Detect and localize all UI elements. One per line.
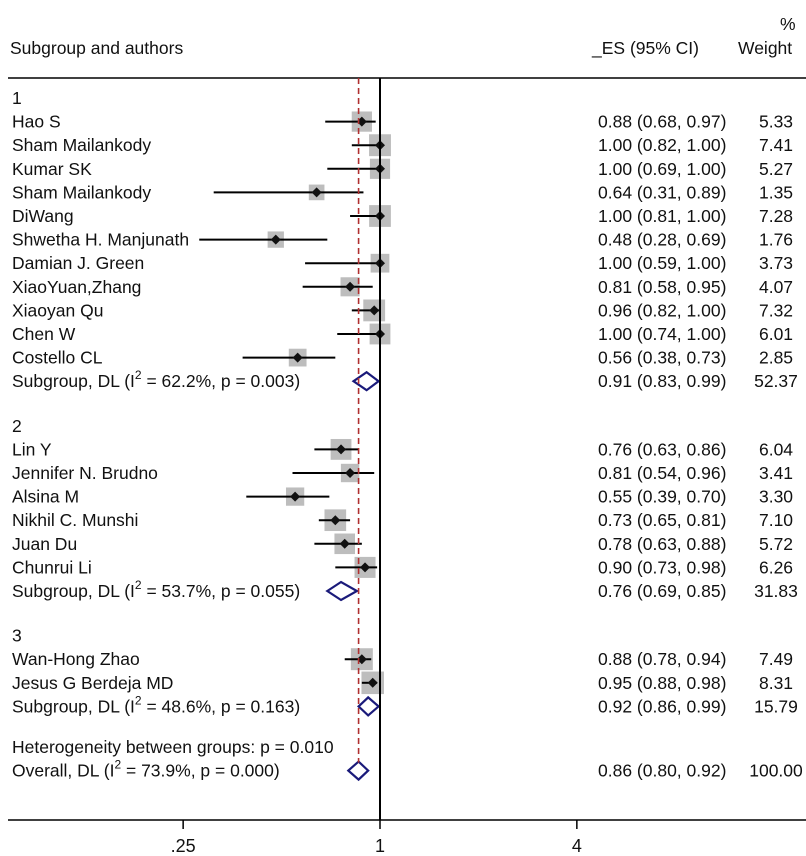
study-es-ci: 0.81 (0.54, 0.96) <box>598 463 726 483</box>
header-es-ci: _ES (95% CI) <box>591 38 699 59</box>
study-name: Costello CL <box>12 348 103 368</box>
x-tick-label: .25 <box>171 836 196 856</box>
study-name: Sham Mailankody <box>12 182 151 202</box>
point-estimate <box>270 234 281 245</box>
study-weight: 1.35 <box>759 182 793 202</box>
study-weight: 5.33 <box>759 112 793 132</box>
study-name: Nikhil C. Munshi <box>12 510 138 530</box>
study-weight: 6.26 <box>759 557 793 577</box>
header-percent: % <box>780 14 796 34</box>
study-name: Sham Mailankody <box>12 135 151 155</box>
study-name: DiWang <box>12 206 74 226</box>
group-label: 2 <box>12 416 22 436</box>
study-es-ci: 0.73 (0.65, 0.81) <box>598 510 726 530</box>
study-es-ci: 1.00 (0.82, 1.00) <box>598 135 726 155</box>
study-weight: 3.73 <box>759 253 793 273</box>
study-es-ci: 0.96 (0.82, 1.00) <box>598 300 726 320</box>
study-name: Chunrui Li <box>12 557 92 577</box>
study-weight: 5.72 <box>759 534 793 554</box>
subgroup-diamond <box>356 695 381 717</box>
study-weight: 3.41 <box>759 463 793 483</box>
study-weight: 4.07 <box>759 277 793 297</box>
study-weight: 7.28 <box>759 206 793 226</box>
subgroup-diamond <box>351 370 381 392</box>
point-estimate <box>339 538 350 549</box>
study-name: Xiaoyan Qu <box>12 300 103 320</box>
study-es-ci: 0.88 (0.78, 0.94) <box>598 649 726 669</box>
point-estimate <box>311 187 322 198</box>
study-es-ci: 0.48 (0.28, 0.69) <box>598 230 726 250</box>
subgroup-weight: 15.79 <box>754 696 798 716</box>
x-tick-label: 1 <box>375 836 385 856</box>
study-weight: 7.32 <box>759 300 793 320</box>
study-weight: 7.41 <box>759 135 793 155</box>
study-weight: 6.01 <box>759 324 793 344</box>
study-weight: 6.04 <box>759 439 793 459</box>
study-weight: 5.27 <box>759 159 793 179</box>
overall-weight: 100.00 <box>749 761 803 781</box>
subgroup-es-ci: 0.91 (0.83, 0.99) <box>598 371 726 391</box>
study-name: Alsina M <box>12 487 79 507</box>
subgroup-es-ci: 0.76 (0.69, 0.85) <box>598 581 726 601</box>
study-name: Chen W <box>12 324 76 344</box>
study-name: Juan Du <box>12 534 77 554</box>
point-estimate <box>336 444 347 455</box>
study-name: XiaoYuan,Zhang <box>12 277 141 297</box>
study-name: Jennifer N. Brudno <box>12 463 158 483</box>
study-es-ci: 0.76 (0.63, 0.86) <box>598 439 726 459</box>
subgroup-es-ci: 0.92 (0.86, 0.99) <box>598 696 726 716</box>
point-estimate <box>367 677 378 688</box>
header-subgroup-authors: Subgroup and authors <box>10 38 183 58</box>
subgroup-label: Subgroup, DL (I2 = 53.7%, p = 0.055) <box>12 578 300 601</box>
study-es-ci: 0.81 (0.58, 0.95) <box>598 277 726 297</box>
point-estimate <box>345 468 356 478</box>
subgroup-label: Subgroup, DL (I2 = 48.6%, p = 0.163) <box>12 693 300 716</box>
study-name: Jesus G Berdeja MD <box>12 673 173 693</box>
study-name: Hao S <box>12 112 61 132</box>
point-estimate <box>330 515 341 526</box>
header-weight: Weight <box>738 38 792 58</box>
study-name: Kumar SK <box>12 159 92 179</box>
subgroup-weight: 31.83 <box>754 581 798 601</box>
study-name: Damian J. Green <box>12 253 144 273</box>
study-weight: 7.49 <box>759 649 793 669</box>
study-weight: 1.76 <box>759 230 793 250</box>
subgroup-diamond <box>325 580 360 602</box>
study-es-ci: 0.64 (0.31, 0.89) <box>598 182 726 202</box>
group-label: 3 <box>12 626 22 646</box>
study-es-ci: 1.00 (0.69, 1.00) <box>598 159 726 179</box>
x-tick-label: 4 <box>572 836 582 856</box>
point-estimate <box>292 352 303 363</box>
study-es-ci: 0.90 (0.73, 0.98) <box>598 557 726 577</box>
overall-es-ci: 0.86 (0.80, 0.92) <box>598 761 726 781</box>
subgroup-label: Subgroup, DL (I2 = 62.2%, p = 0.003) <box>12 368 300 391</box>
subgroup-weight: 52.37 <box>754 371 798 391</box>
study-es-ci: 0.56 (0.38, 0.73) <box>598 348 726 368</box>
study-es-ci: 0.55 (0.39, 0.70) <box>598 487 726 507</box>
heterogeneity-label: Heterogeneity between groups: p = 0.010 <box>12 737 334 757</box>
point-estimate <box>360 562 371 573</box>
point-estimate <box>290 491 301 502</box>
study-es-ci: 1.00 (0.74, 1.00) <box>598 324 726 344</box>
point-estimate <box>345 281 356 292</box>
overall-label: Overall, DL (I2 = 73.9%, p = 0.000) <box>12 758 280 781</box>
group-label: 1 <box>12 88 22 108</box>
overall-diamond <box>346 760 370 782</box>
study-es-ci: 1.00 (0.81, 1.00) <box>598 206 726 226</box>
study-es-ci: 0.95 (0.88, 0.98) <box>598 673 726 693</box>
study-weight: 2.85 <box>759 348 793 368</box>
study-es-ci: 0.88 (0.68, 0.97) <box>598 112 726 132</box>
study-weight: 8.31 <box>759 673 793 693</box>
point-estimate <box>369 305 380 316</box>
study-es-ci: 1.00 (0.59, 1.00) <box>598 253 726 273</box>
study-weight: 7.10 <box>759 510 793 530</box>
study-name: Shwetha H. Manjunath <box>12 230 189 250</box>
study-name: Wan-Hong Zhao <box>12 649 140 669</box>
study-name: Lin Y <box>12 439 52 459</box>
study-weight: 3.30 <box>759 487 793 507</box>
study-es-ci: 0.78 (0.63, 0.88) <box>598 534 726 554</box>
